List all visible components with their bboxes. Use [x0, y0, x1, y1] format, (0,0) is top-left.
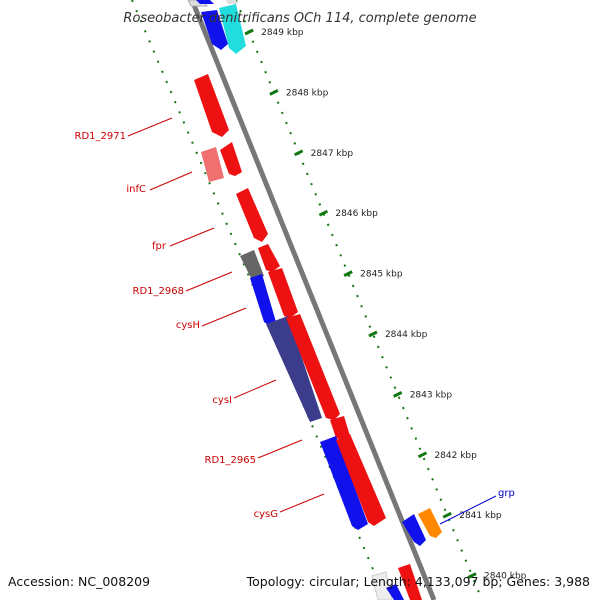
- tick-label: 2848 kbp: [286, 88, 329, 98]
- label-rd1-2971[interactable]: RD1_2971: [75, 131, 126, 142]
- label-rd1-2965[interactable]: RD1_2965: [205, 455, 256, 466]
- gene-grp[interactable]: [418, 508, 442, 538]
- tick-label: 2845 kbp: [360, 270, 403, 280]
- gene-blue-top[interactable]: [201, 10, 228, 50]
- tick-label: 2846 kbp: [335, 209, 378, 219]
- gene-rd1-2971[interactable]: [194, 74, 229, 137]
- tick-label: 2841 kbp: [459, 511, 502, 521]
- gene-rd1-2968-right[interactable]: [258, 244, 280, 272]
- gene-partial-blue-top[interactable]: [196, 0, 214, 4]
- gene-cysg-right[interactable]: [336, 434, 386, 526]
- topology-text: Topology: circular; Length: 4,133,097 bp…: [246, 574, 590, 589]
- tick-mark: [293, 149, 304, 157]
- gene-bottom-white[interactable]: [371, 571, 393, 600]
- gene-cyan-top[interactable]: [219, 4, 246, 54]
- leader-rd1-2965: [257, 439, 303, 459]
- tick-mark: [417, 451, 428, 459]
- tick-mark: [269, 89, 279, 96]
- gene-grp-blue[interactable]: [402, 514, 426, 546]
- tick-mark: [368, 330, 378, 338]
- gene-cysh[interactable]: [250, 274, 276, 326]
- leader-grp: [439, 495, 497, 525]
- tick-label: 2843 kbp: [410, 390, 453, 400]
- gene-bottom-red[interactable]: [398, 564, 422, 600]
- label-infc[interactable]: infC: [126, 184, 146, 195]
- label-cysi[interactable]: cysI: [212, 395, 232, 406]
- tick-mark: [442, 511, 452, 519]
- map-title: Roseobacter denitrificans OCh 114, compl…: [123, 11, 476, 26]
- gene-infc-right[interactable]: [220, 142, 242, 176]
- label-grp[interactable]: grp: [498, 488, 515, 499]
- gene-features: [187, 0, 442, 600]
- gene-infc[interactable]: [201, 147, 224, 182]
- leader-cysg: [279, 493, 325, 513]
- tick-mark: [343, 270, 353, 277]
- tick-mark: [393, 391, 403, 398]
- label-cysh[interactable]: cysH: [176, 320, 200, 331]
- gene-cysi[interactable]: [266, 316, 322, 422]
- tick-label: 2844 kbp: [385, 330, 428, 340]
- leader-rd1-2968: [185, 271, 233, 292]
- gene-labels: RD1_2971 infC fpr RD1_2968 cysH cysI RD1…: [75, 117, 515, 525]
- gene-bottom-blue[interactable]: [386, 584, 404, 600]
- leader-fpr: [169, 227, 215, 247]
- label-rd1-2968[interactable]: RD1_2968: [133, 286, 184, 297]
- leader-infc: [149, 171, 193, 191]
- outer-tick-track: [235, 0, 483, 600]
- gene-rd1-2968[interactable]: [240, 250, 264, 280]
- tick-label: 2847 kbp: [311, 149, 354, 159]
- gene-rd1-2965[interactable]: [330, 416, 350, 440]
- tick-mark: [318, 209, 329, 217]
- tick-mark: [467, 572, 477, 579]
- tick-label: 2840 kbp: [484, 572, 527, 582]
- leader-cysh: [201, 307, 247, 327]
- gene-partial-top-right[interactable]: [226, 0, 238, 4]
- gene-cysg[interactable]: [320, 436, 368, 530]
- gene-cysi-right[interactable]: [286, 314, 340, 420]
- gene-fpr[interactable]: [236, 188, 268, 242]
- tick-label: 2842 kbp: [434, 451, 477, 461]
- label-fpr[interactable]: fpr: [152, 241, 167, 252]
- label-cysg[interactable]: cysG: [254, 509, 278, 520]
- leader-cysi: [233, 379, 277, 399]
- genome-backbone: [189, 0, 437, 600]
- tick-mark: [244, 28, 254, 36]
- tick-label: 2849 kbp: [261, 28, 304, 38]
- scale-ticks: 2849 kbp 2848 kbp 2847 kbp 2846 kbp 2845 kbp…: [244, 28, 527, 582]
- accession-text: Accession: NC_008209: [8, 574, 150, 589]
- gene-cysh-right[interactable]: [268, 268, 298, 318]
- leader-rd1-2971: [127, 117, 173, 137]
